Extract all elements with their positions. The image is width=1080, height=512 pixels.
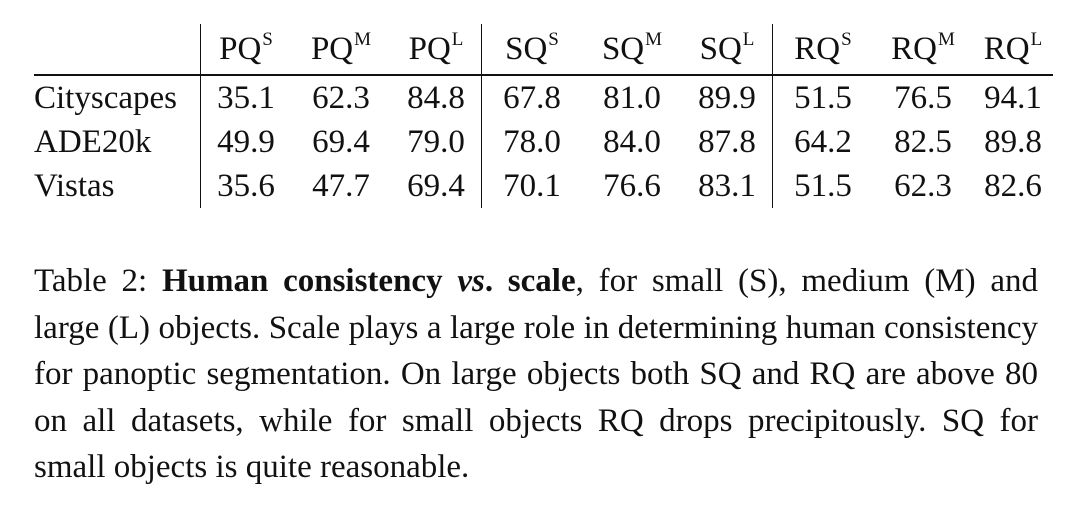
table-caption: Table 2: Human consistency vs. scale, fo… bbox=[34, 258, 1038, 491]
caption-title-italic: vs bbox=[457, 263, 485, 299]
caption-prefix: Table 2: bbox=[34, 263, 162, 299]
col-header-pq-m: PQM bbox=[291, 24, 391, 76]
table-cell: 81.0 bbox=[603, 79, 661, 116]
col-header-sq-s: SQS bbox=[481, 24, 582, 76]
col-header-sq-m: SQM bbox=[582, 24, 682, 76]
table-cell: 82.5 bbox=[894, 123, 952, 160]
table-cell: 51.5 bbox=[772, 75, 873, 120]
table-cell: 84.8 bbox=[407, 79, 465, 116]
table-cell: 94.1 bbox=[984, 79, 1042, 116]
table-row: Cityscapes 35.1 62.3 84.8 67.8 81.0 89.9… bbox=[34, 75, 1053, 120]
row-label-cityscapes: Cityscapes bbox=[34, 79, 177, 116]
table-cell: 89.8 bbox=[984, 123, 1042, 160]
col-header-pq-l: PQL bbox=[391, 24, 482, 76]
table-cell: 79.0 bbox=[407, 123, 465, 160]
table-row: ADE20k 49.9 69.4 79.0 78.0 84.0 87.8 64.… bbox=[34, 120, 1053, 164]
table-cell: 78.0 bbox=[481, 120, 582, 164]
table-cell: 69.4 bbox=[407, 167, 465, 204]
table-row: Vistas 35.6 47.7 69.4 70.1 76.6 83.1 51.… bbox=[34, 164, 1053, 208]
table-cell: 69.4 bbox=[312, 123, 370, 160]
table-cell: 64.2 bbox=[772, 120, 873, 164]
col-header-pq-s: PQS bbox=[200, 24, 291, 76]
table-cell: 35.6 bbox=[200, 164, 291, 208]
table-cell: 76.5 bbox=[894, 79, 952, 116]
col-header-rq-m: RQM bbox=[873, 24, 973, 76]
table-cell: 62.3 bbox=[312, 79, 370, 116]
table-cell: 67.8 bbox=[481, 75, 582, 120]
table-cell: 62.3 bbox=[894, 167, 952, 204]
results-table: PQS PQM PQL SQS SQM SQL RQS RQM RQL City… bbox=[34, 24, 1053, 208]
table-cell: 49.9 bbox=[200, 120, 291, 164]
header-corner-cell bbox=[34, 24, 201, 76]
col-header-sq-l: SQL bbox=[682, 24, 773, 76]
table-cell: 47.7 bbox=[312, 167, 370, 204]
col-header-rq-s: RQS bbox=[772, 24, 873, 76]
caption-title: Human consistency vs. scale bbox=[161, 263, 576, 299]
table-cell: 87.8 bbox=[698, 123, 756, 160]
table-cell: 70.1 bbox=[481, 164, 582, 208]
table-cell: 82.6 bbox=[984, 167, 1042, 204]
table-cell: 89.9 bbox=[698, 79, 756, 116]
table-cell: 35.1 bbox=[200, 75, 291, 120]
caption-body: , for small (S), medium (M) and large (L… bbox=[34, 263, 1038, 485]
table-cell: 76.6 bbox=[603, 167, 661, 204]
row-label-ade20k: ADE20k bbox=[34, 123, 152, 160]
table-header-row: PQS PQM PQL SQS SQM SQL RQS RQM RQL bbox=[34, 24, 1053, 76]
col-header-rq-l: RQL bbox=[973, 24, 1053, 76]
table-cell: 51.5 bbox=[772, 164, 873, 208]
table-cell: 83.1 bbox=[698, 167, 756, 204]
table-cell: 84.0 bbox=[603, 123, 661, 160]
row-label-vistas: Vistas bbox=[34, 167, 115, 204]
